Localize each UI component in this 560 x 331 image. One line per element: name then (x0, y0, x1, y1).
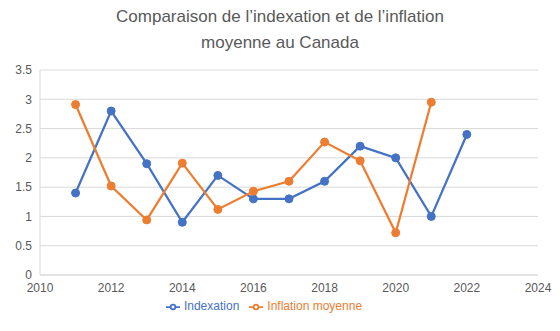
svg-text:0.5: 0.5 (15, 239, 32, 253)
svg-text:2: 2 (25, 151, 32, 165)
svg-text:2024: 2024 (525, 281, 552, 295)
svg-text:2018: 2018 (311, 281, 338, 295)
html-text:Inflation moyenne: Inflation moyenne (267, 299, 363, 313)
svg-text:1.5: 1.5 (15, 180, 32, 194)
svg-text:2010: 2010 (27, 281, 54, 295)
svg-text:2012: 2012 (98, 281, 125, 295)
svg-text:2020: 2020 (382, 281, 409, 295)
svg-text:2.5: 2.5 (15, 122, 32, 136)
html-text:Comparaison de l’indexation et: Comparaison de l’indexation et de l’infl… (116, 7, 444, 52)
svg-text:1: 1 (25, 210, 32, 224)
svg-text:2014: 2014 (169, 281, 196, 295)
html-text:Indexation: Indexation (183, 299, 240, 313)
svg-text:0: 0 (25, 268, 32, 282)
svg-text:2022: 2022 (454, 281, 481, 295)
svg-text:2016: 2016 (240, 281, 267, 295)
svg-text:3.5: 3.5 (15, 63, 32, 77)
svg-text:3: 3 (25, 93, 32, 107)
